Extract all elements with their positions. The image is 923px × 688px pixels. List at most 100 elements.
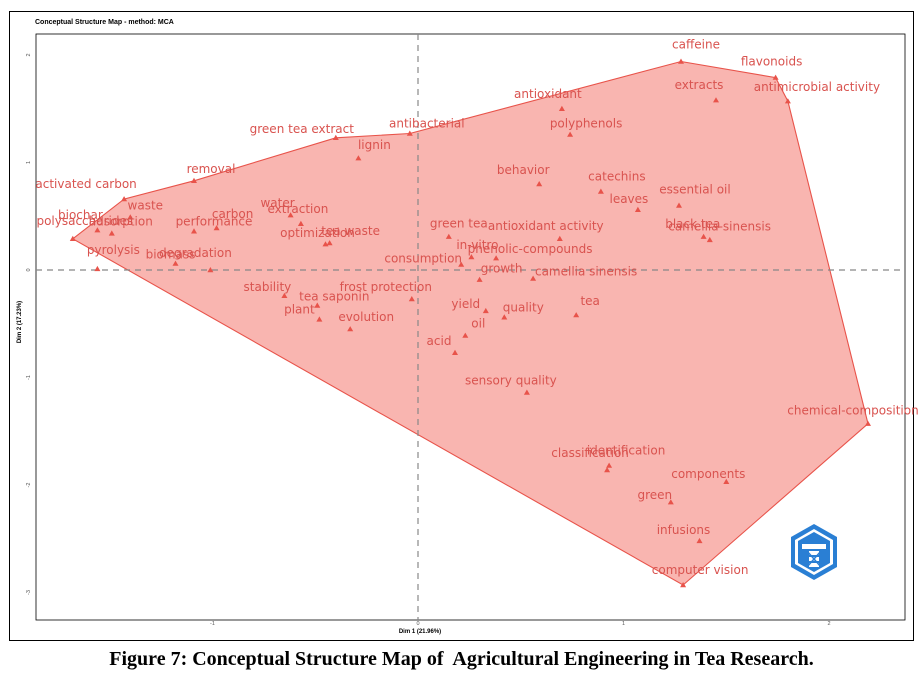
label-components: components [671,467,745,481]
point-consumption [458,261,465,267]
point-green [667,499,674,505]
label-water: water [260,196,294,210]
label-tea-saponin: tea saponin [299,290,369,304]
point-chemical-composition [865,420,871,426]
x-tick-label: 1 [622,621,625,627]
point-oil [462,332,469,338]
label-frost-protection: frost protection [340,280,432,294]
point-lignin [355,155,362,161]
y-tick-label: 2 [26,53,32,56]
label-camellia-sinensis: camellia sinensis [535,265,637,279]
point-acid [452,349,458,355]
point-adsorption [108,230,115,236]
y-tick-label: 1 [26,161,32,164]
label-antioxidant: antioxidant [514,87,582,101]
label-removal: removal [187,162,236,176]
point-degradation [207,267,214,273]
label-oil: oil [471,317,485,331]
y-tick-label: -1 [26,375,32,380]
label-green: green [637,488,672,502]
point-antimicrobial-activity [784,98,791,104]
label-antibacterial: antibacterial [389,117,465,131]
point-biochar [94,227,101,233]
label-plant: plant [284,302,315,316]
label-green-tea: green tea [430,217,488,231]
plot-panel [35,33,906,621]
label-essential-oil: essential oil [659,183,730,197]
label-tea-waste: tea waste [321,224,380,238]
label-performance: performance [176,214,253,228]
label-polysaccharides: polysaccharides [36,214,133,228]
point-carbon [213,225,220,231]
label-flavonoids: flavonoids [741,55,803,69]
point-removal [191,177,197,183]
x-tick-label: 0 [416,621,419,627]
point-leaves [634,206,641,212]
point-biomass [172,260,179,266]
point-polyphenols [567,131,574,137]
label-catechins: catechins [588,170,645,184]
label-infusions: infusions [657,523,711,537]
point-extracts [713,97,719,103]
point-stability [281,292,288,298]
label-classification: classification [551,446,629,460]
label-chemical-composition: chemical-composition [787,404,918,418]
label-polyphenols: polyphenols [550,117,623,131]
label-biomass: biomass [146,248,196,262]
label-identification: identification [587,444,665,458]
point-antibacterial [406,130,413,136]
point-performance [191,228,197,234]
label-consumption: consumption [384,252,462,266]
label-antimicrobial-activity: antimicrobial activity [754,80,880,94]
label-black-tea: black tea [665,217,720,231]
label-activated-carbon: activated carbon [35,177,136,191]
figure-caption: Figure 7: Conceptual Structure Map of Ag… [109,648,814,670]
point-in-vitro [468,254,475,260]
label-carbon: carbon [212,207,253,221]
chart-title: Conceptual Structure Map - method: MCA [35,19,174,26]
label-waste: waste [128,198,164,212]
bibliometrix-logo [791,524,837,580]
label-quality: quality [503,300,544,314]
point-waste [127,214,134,220]
point-growth [476,276,483,282]
label-extraction: extraction [267,202,328,216]
y-tick-label: 0 [26,268,32,271]
point-caffeine [678,58,684,64]
x-tick-label: -1 [210,621,215,627]
point-computer-vision [680,582,687,588]
point-components [723,478,730,484]
label-leaves: leaves [609,192,648,206]
x-axis-label: Dim 1 (21.96%) [399,629,441,635]
label-adsorption: adsorption [89,214,153,228]
label-acid: acid [427,334,452,348]
point-optimization [322,241,329,247]
label-stability: stability [244,280,292,294]
label-camellia-sinensis: camellia-sinensis [668,220,771,234]
label-computer-vision: computer vision [652,563,749,577]
point-tea [573,312,580,318]
point-yield [482,307,489,314]
label-growth: growth [481,262,523,276]
point-black-tea [706,236,713,243]
label-yield: yield [451,297,480,311]
point-evolution [347,326,354,332]
point-antioxidant-activity [556,235,563,241]
y-axis-label: Dim 2 (17.23%) [17,301,23,343]
label-phenolic-compounds: phenolic-compounds [468,242,593,256]
x-tick-label: 2 [827,621,830,627]
point-frost-protection [408,296,415,302]
label-lignin: lignin [358,138,391,152]
point-green-tea-extract [332,134,339,140]
y-tick-label: -2 [26,483,32,488]
point-extraction [297,220,304,226]
label-in-vitro: in-vitro [456,238,498,252]
label-evolution: evolution [338,310,394,324]
point-essential-oil [676,202,682,208]
label-extracts: extracts [675,78,724,92]
point-infusions [696,537,703,544]
point-tea-saponin [314,302,321,308]
point-behavior [536,181,543,187]
point-tea-waste [326,240,333,246]
point-water [287,212,294,218]
